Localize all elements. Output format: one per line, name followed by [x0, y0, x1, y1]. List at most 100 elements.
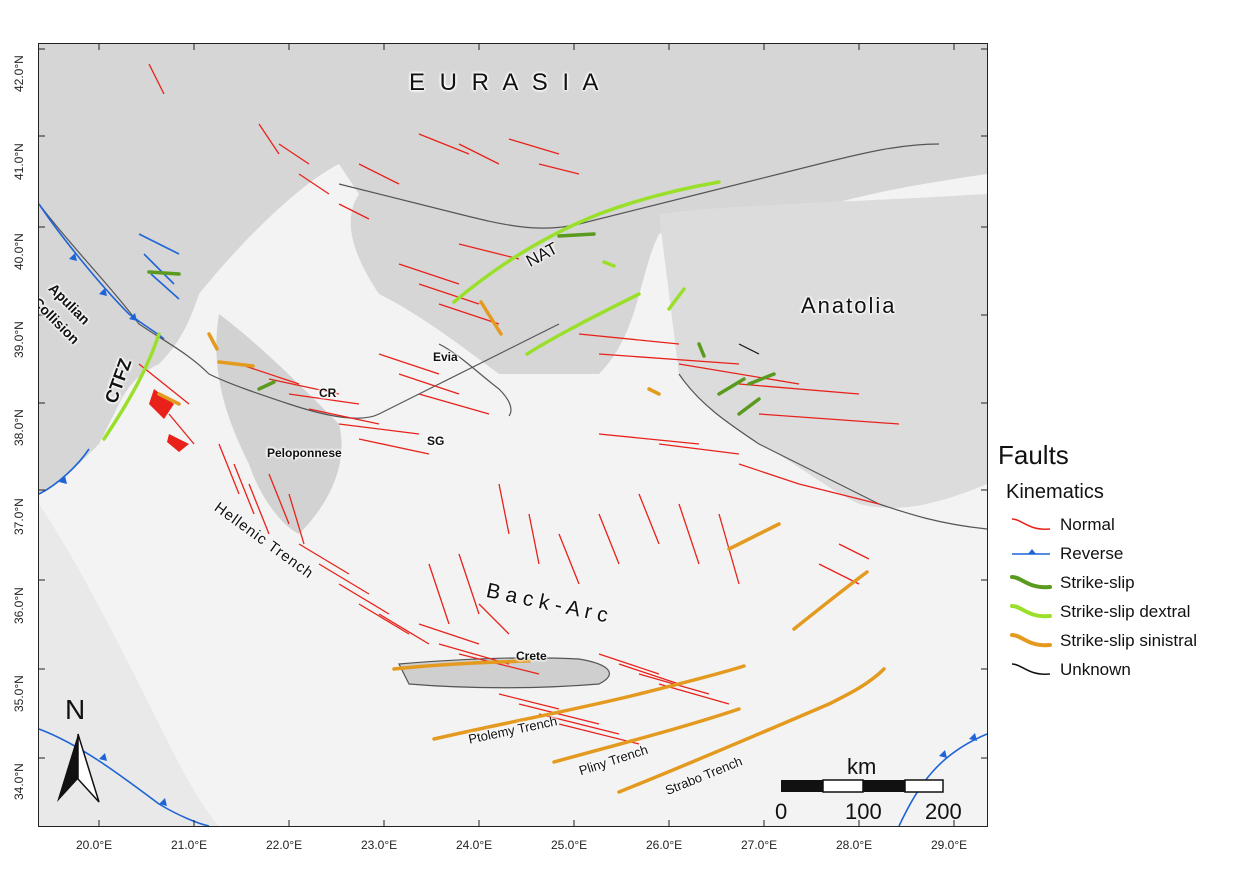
sinistral-crete-fault	[392, 659, 531, 671]
greek-coastline	[39, 203, 560, 419]
strike-slip-faults	[147, 232, 776, 416]
legend-label: Strike-slip	[1060, 572, 1135, 592]
evia-label: Evia	[433, 350, 458, 364]
legend: Faults Kinematics Normal Reverse Strike-…	[998, 440, 1234, 684]
reverse-fault-epirus	[138, 233, 180, 300]
lon-label: 20.0°E	[76, 838, 113, 852]
dextral-fault	[525, 292, 641, 356]
scale-segment-4	[904, 779, 944, 793]
lat-label: 37.0°N	[12, 498, 26, 535]
coastlines	[39, 143, 987, 689]
scale-tick-100: 100	[845, 799, 882, 824]
map-frame[interactable]: E U R A S I A Anatolia Apulian Collision…	[38, 43, 988, 827]
normal-fault	[498, 483, 740, 585]
normal-fault-cluster	[167, 434, 189, 452]
normal-fault	[138, 363, 195, 445]
lon-label: 21.0°E	[171, 838, 208, 852]
lon-label: 28.0°E	[836, 838, 873, 852]
normal-fault	[428, 553, 510, 635]
ionian-seafloor	[39, 504, 219, 826]
dextral-fault	[667, 287, 686, 311]
cr-label: CR	[319, 386, 337, 400]
normal-fault	[578, 333, 900, 425]
north-aegean-coast	[338, 143, 940, 229]
rhodes-fault	[792, 570, 869, 631]
legend-item-strike-slip[interactable]: Strike-slip	[1008, 568, 1234, 597]
scale-unit: km	[847, 754, 877, 779]
evia-coast	[438, 343, 512, 417]
legend-item-reverse[interactable]: Reverse	[1008, 539, 1234, 568]
sg-label: SG	[427, 434, 445, 448]
legend-label: Unknown	[1060, 659, 1131, 679]
lat-label: 39.0°N	[12, 321, 26, 358]
strike-slip-swatch	[1010, 574, 1052, 589]
scale-tick-0: 0	[775, 799, 788, 824]
sinistral-fault	[727, 522, 781, 551]
pliny-trench-fault	[552, 707, 741, 764]
normal-fault	[598, 653, 730, 705]
sinistral-fault	[157, 392, 181, 406]
lat-label: 38.0°N	[12, 409, 26, 446]
lat-ticks-right	[981, 48, 987, 759]
lon-label: 27.0°E	[741, 838, 778, 852]
normal-fault	[598, 433, 880, 505]
reverse-fault-ionian	[39, 448, 90, 495]
normal-fault	[418, 133, 580, 175]
normal-fault	[148, 63, 165, 95]
sinistral-fault	[647, 387, 661, 396]
north-anatolian-trough	[452, 180, 721, 304]
anatolia-label: Anatolia	[801, 293, 897, 318]
lon-label: 23.0°E	[361, 838, 398, 852]
legend-item-normal[interactable]: Normal	[1008, 510, 1234, 539]
north-arrow-right	[77, 733, 100, 803]
normal-fault	[818, 543, 870, 585]
scale-bar	[781, 779, 944, 793]
dextral-fault	[602, 260, 616, 268]
north-arrow-left	[57, 734, 78, 802]
normal-fault	[258, 123, 400, 220]
lon-label: 25.0°E	[551, 838, 588, 852]
legend-label: Strike-slip sinistral	[1060, 630, 1197, 650]
lon-label: 22.0°E	[266, 838, 303, 852]
strike-slip-fault	[557, 232, 596, 238]
eurasia-label: E U R A S I A	[409, 69, 603, 96]
strike-slip-fault	[147, 270, 181, 276]
lon-label: 26.0°E	[646, 838, 683, 852]
legend-subtitle: Kinematics	[1006, 481, 1104, 503]
lat-label: 35.0°N	[12, 675, 26, 712]
normal-fault	[298, 543, 430, 645]
sinistral-fault	[479, 300, 503, 336]
reverse-fault-swatch	[1012, 548, 1050, 555]
sinistral-fault	[207, 332, 255, 368]
normal-fault	[418, 623, 640, 745]
lon-ticks-bottom	[98, 820, 955, 826]
reverse-fault-apulian	[39, 203, 165, 340]
lon-ticks-top	[98, 44, 955, 50]
strike-slip-fault	[257, 380, 276, 391]
scale-tick-200: 200	[925, 799, 962, 824]
lat-label: 41.0°N	[12, 143, 26, 180]
normal-fault	[218, 443, 305, 545]
north-arrow-label: N	[65, 694, 86, 725]
map-canvas[interactable]	[39, 44, 987, 826]
legend-title: Faults	[998, 440, 1069, 470]
anatolia-relief	[659, 194, 987, 508]
legend-label: Reverse	[1060, 543, 1124, 563]
legend-item-sinistral[interactable]: Strike-slip sinistral	[1008, 626, 1234, 655]
sinistral-faults	[157, 300, 886, 794]
strabo-trench-fault	[617, 667, 886, 794]
legend-label: Strike-slip dextral	[1060, 601, 1191, 621]
terrain	[39, 44, 987, 826]
ptolemy-trench-fault	[432, 664, 746, 741]
normal-fault-swatch	[1011, 517, 1051, 530]
legend-item-dextral[interactable]: Strike-slip dextral	[1008, 597, 1234, 626]
legend-item-unknown[interactable]: Unknown	[1008, 655, 1234, 684]
lat-label: 42.0°N	[12, 55, 26, 92]
dextral-swatch	[1010, 603, 1052, 618]
anatolia-coast	[678, 373, 987, 530]
unknown-faults	[738, 343, 760, 355]
normal-fault-cluster	[149, 389, 174, 419]
lon-label: 24.0°E	[456, 838, 493, 852]
peloponnese-label: Peloponnese	[267, 446, 342, 460]
normal-faults	[138, 63, 900, 745]
